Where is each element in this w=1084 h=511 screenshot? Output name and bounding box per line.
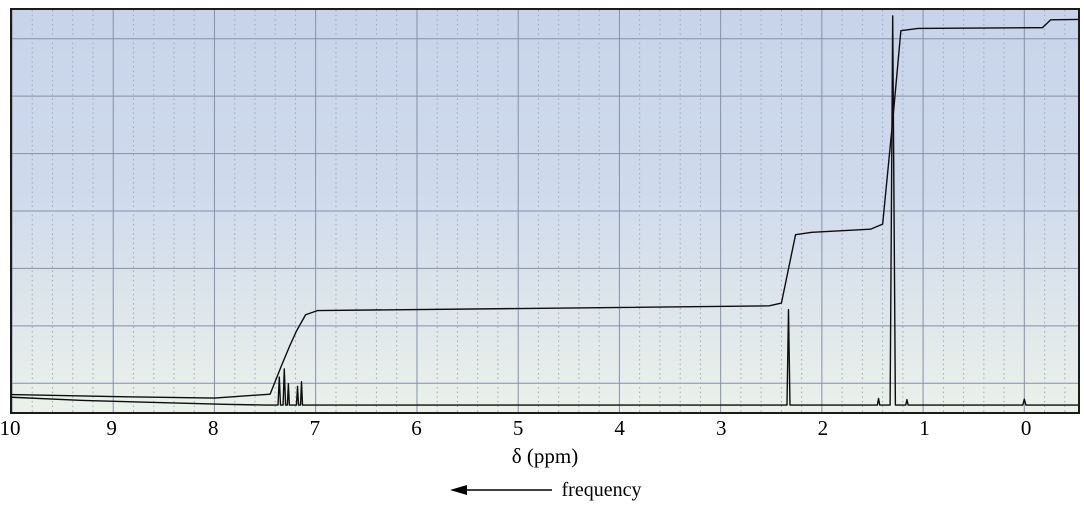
x-axis-tick-label: 0 xyxy=(1020,416,1032,440)
x-axis-tick-label: 1 xyxy=(919,416,930,440)
x-axis-tick-label: 4 xyxy=(614,416,625,440)
integration-trace xyxy=(12,18,1078,399)
x-axis-tick-label: 6 xyxy=(411,416,422,440)
spectrum-canvas xyxy=(12,10,1078,412)
x-axis-tick-label: 5 xyxy=(512,416,524,440)
spectrum-plot-area xyxy=(10,8,1080,414)
x-axis-tick-label: 10 xyxy=(0,416,21,440)
x-axis-label: δ (ppm) xyxy=(511,444,579,468)
spectrum-trace xyxy=(12,15,1078,406)
x-axis-tick-label: 9 xyxy=(106,416,117,440)
x-axis-tick-label: 3 xyxy=(716,416,727,440)
left-arrow-icon xyxy=(449,483,553,497)
x-axis-tick-label: 7 xyxy=(309,416,321,440)
x-axis-tick-label: 2 xyxy=(817,416,829,440)
frequency-label: frequency xyxy=(561,479,642,501)
x-axis-tick-label: 8 xyxy=(207,416,219,440)
frequency-annotation: frequency xyxy=(10,479,1080,501)
